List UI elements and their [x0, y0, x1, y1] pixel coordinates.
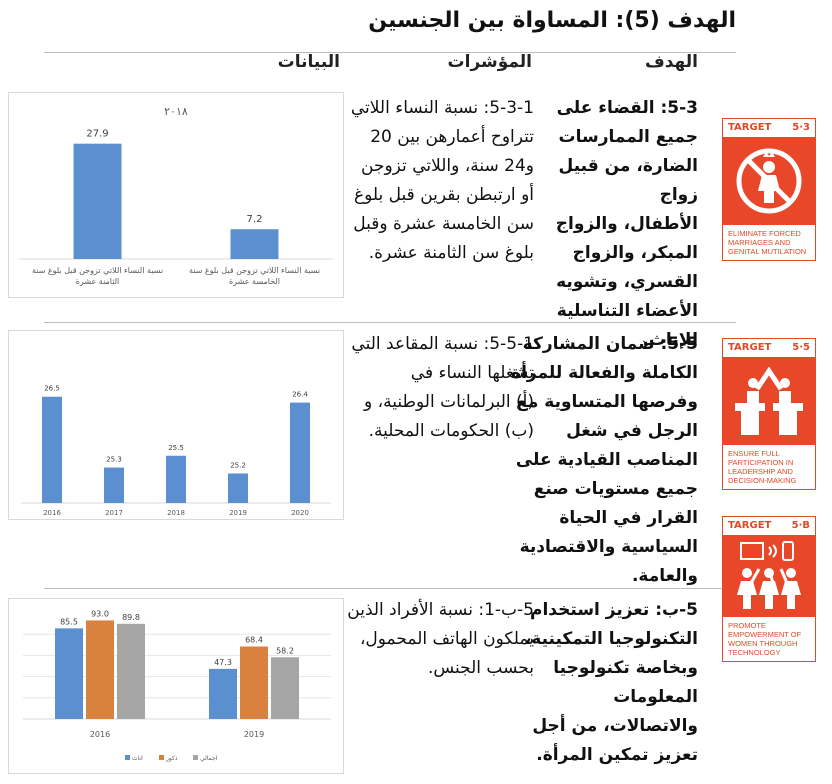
- bar: [166, 455, 186, 503]
- bar: [42, 396, 62, 503]
- goal-5-b: 5-ب: تعزيز استخدام التكنولوجيا التمكينية،…: [524, 600, 698, 765]
- header-data: البيانات: [277, 52, 340, 72]
- bar: [55, 628, 83, 719]
- category-label: نسبة النساء اللاتي تزوجن قبل بلوغ سنة: [32, 266, 163, 275]
- data-label: 25.5: [168, 444, 184, 452]
- target-5-5-badge: TARGET 5·5 ENSURE FULL PARTICIPATION IN L…: [722, 338, 816, 490]
- tick-label: 2018: [167, 509, 185, 517]
- row-divider-1: [44, 322, 736, 323]
- bar: [104, 467, 124, 503]
- target-5-b-badge: TARGET 5·B PROMOTE EMPOWERMENT OF WOMEN T…: [722, 516, 816, 662]
- data-label: 85.5: [60, 617, 78, 626]
- bar: [117, 623, 145, 719]
- title-divider: [44, 52, 736, 53]
- bar: [290, 402, 310, 503]
- category-label: نسبة النساء اللاتي تزوجن قبل بلوغ سنة: [189, 266, 320, 275]
- leadership-podium-icon: [723, 357, 815, 445]
- legend-label: ذكور: [165, 755, 178, 762]
- bar: [271, 657, 299, 719]
- goal-5-5: 5-5: ضمان المشاركة الكاملة والفعالة للمرأ…: [511, 334, 698, 586]
- header-goal: الهدف: [644, 52, 698, 72]
- data-label: 25.2: [230, 461, 246, 469]
- data-label: 25.3: [106, 456, 122, 464]
- chart-title: ٢٠١٨: [164, 105, 188, 118]
- legend-swatch: [193, 755, 198, 760]
- tick-label: 2017: [105, 509, 123, 517]
- category-label: الثامنة عشرة: [76, 277, 120, 286]
- data-label: 27.9: [86, 129, 108, 140]
- tick-label: 2019: [229, 509, 247, 517]
- bar: [209, 668, 237, 719]
- category-label: الخامسة عشرة: [229, 277, 280, 286]
- women-technology-icon: [723, 535, 815, 617]
- legend-swatch: [159, 755, 164, 760]
- indicator-5-b-1: 5-ب-1: نسبة الأفراد الذين يملكون الهاتف ا…: [347, 600, 534, 678]
- data-label: 89.8: [122, 613, 140, 622]
- data-label: 47.3: [214, 658, 232, 667]
- data-label: 7.2: [247, 214, 263, 225]
- chart-mobile-ownership: 85.5 93.0 89.8 2016 47.3 68.4 58.2 2019 اناث ذكور…: [8, 598, 344, 774]
- row-divider-2: [44, 588, 736, 589]
- chart-child-marriage: ٢٠١٨ 27.9 نسبة النساء اللاتي تزوجن قبل بلو…: [8, 92, 344, 298]
- bar: [86, 620, 114, 719]
- no-child-marriage-icon: [723, 137, 815, 225]
- legend-label: اجمالي: [200, 755, 218, 762]
- chart-women-seats: 26.5 2016 25.3 2017 25.5 2018 25.2 2019 26.4 2020: [8, 330, 344, 520]
- bar: [240, 646, 268, 719]
- bar: [73, 143, 122, 259]
- tick-label: 2020: [291, 509, 309, 517]
- legend-label: اناث: [132, 755, 143, 762]
- data-label: 26.4: [292, 391, 308, 399]
- indicator-5-5-1: 5-5-1: نسبة المقاعد التي تشغلها النساء في…: [351, 334, 534, 441]
- header-indicators: المؤشرات: [447, 52, 532, 72]
- legend-swatch: [125, 755, 130, 760]
- target-5-3-badge: TARGET 5·3 ELIMINATE FORCED MARRIAGES AND…: [722, 118, 816, 261]
- bar: [228, 473, 248, 503]
- data-label: 93.0: [91, 609, 109, 618]
- tick-label: 2016: [90, 730, 110, 739]
- indicator-5-3-1: 5-3-1: نسبة النساء اللاتي تتراوح أعمارهن …: [350, 98, 534, 263]
- goal-5-3: 5-3: القضاء على جميع الممارسات الضارة، من…: [555, 98, 698, 350]
- tick-label: 2019: [244, 730, 264, 739]
- data-label: 68.4: [245, 635, 263, 644]
- bar: [230, 229, 279, 259]
- page-title: الهدف (5): المساواة بين الجنسين: [368, 8, 736, 33]
- data-label: 26.5: [44, 385, 60, 393]
- tick-label: 2016: [43, 509, 61, 517]
- data-label: 58.2: [276, 646, 294, 655]
